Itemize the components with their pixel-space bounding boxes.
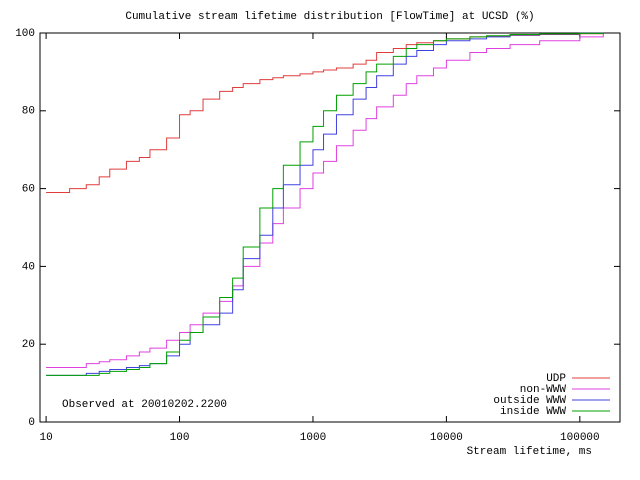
y-tick-label: 0 [28,417,35,429]
x-tick-label: 1000 [300,432,326,444]
x-tick-label: 100000 [560,432,600,444]
series-line [46,32,604,376]
y-tick-label: 20 [22,339,35,351]
annotation: Observed at 20010202.2200 [62,399,227,411]
legend-label: non-WWW [520,384,567,396]
x-axis-label: Stream lifetime, ms [467,446,592,458]
y-tick-label: 100 [15,28,35,40]
chart-title: Cumulative stream lifetime distribution … [125,11,534,23]
x-tick-label: 10 [40,432,53,444]
y-tick-label: 80 [22,106,35,118]
legend-label: outside WWW [493,395,566,407]
series-line [46,32,604,376]
series-line [46,33,604,369]
x-tick-label: 100 [170,432,190,444]
plot-border [39,32,621,423]
x-tick-label: 10000 [430,432,463,444]
y-tick-label: 60 [22,184,35,196]
y-tick-label: 40 [22,261,35,273]
legend-label: inside WWW [500,406,566,418]
legend-label: UDP [546,373,566,385]
